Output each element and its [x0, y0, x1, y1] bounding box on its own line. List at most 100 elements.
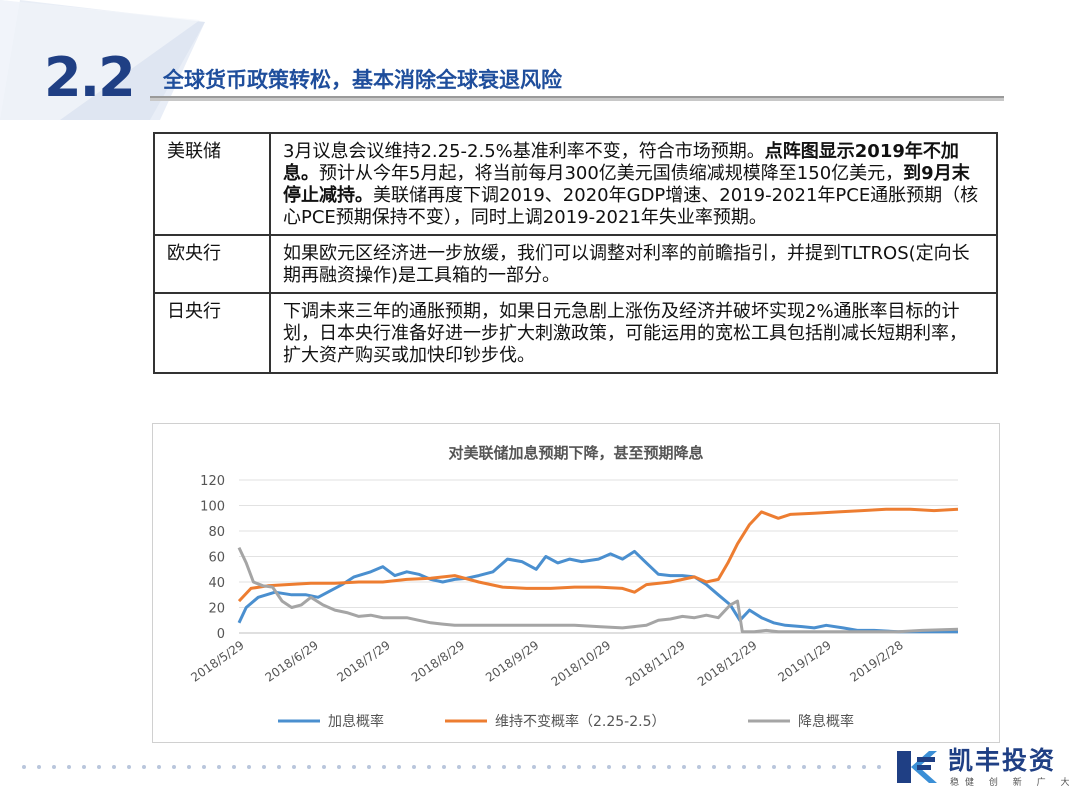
- table-row: 美联储 3月议息会议维持2.25-2.5%基准利率不变，符合市场预期。点阵图显示…: [153, 132, 998, 236]
- footer-dot: [682, 765, 686, 769]
- y-tick-label: 40: [208, 576, 225, 591]
- footer-dot: [577, 765, 581, 769]
- footer-dot: [412, 765, 416, 769]
- footer-dot: [622, 765, 626, 769]
- footer-dot: [457, 765, 461, 769]
- footer-dot: [112, 765, 116, 769]
- legend-label: 维持不变概率（2.25-2.5）: [495, 713, 666, 730]
- series-line: [237, 546, 959, 634]
- footer-dot: [262, 765, 266, 769]
- x-tick-label: 2018/8/29: [409, 638, 467, 685]
- section-number: 2.2: [44, 46, 136, 109]
- footer-dot: [862, 765, 866, 769]
- bank-name: 日央行: [153, 292, 271, 374]
- footer-dot: [247, 765, 251, 769]
- x-tick-label: 2018/11/29: [623, 638, 688, 689]
- y-tick-label: 0: [217, 627, 225, 642]
- footer-dot: [232, 765, 236, 769]
- footer-dot: [547, 765, 551, 769]
- footer-dot: [22, 765, 26, 769]
- footer-dot: [157, 765, 161, 769]
- footer-dot: [532, 765, 536, 769]
- footer-dot: [427, 765, 431, 769]
- policy-text-highlight: 点阵图显示2019年不加息。: [283, 141, 959, 184]
- footer-dot: [697, 765, 701, 769]
- probability-chart: 对美联储加息预期下降，甚至预期降息 0 20 40 60 80 100 120 2018/5/…: [188, 444, 959, 730]
- footer-dot: [352, 765, 356, 769]
- x-tick-label: 2018/10/29: [549, 638, 614, 689]
- footer-dot: [787, 765, 791, 769]
- footer-dot: [502, 765, 506, 769]
- policy-text: 3月议息会议维持2.25-2.5%基准利率不变，符合市场预期。点阵图显示2019…: [269, 132, 998, 236]
- policy-text: 下调未来三年的通胀预期，如果日元急剧上涨伤及经济并破坏实现2%通胀率目标的计划，…: [269, 292, 998, 374]
- policy-text-segment: 如果欧元区经济进一步放缓，我们可以调整对利率的前瞻指引，并提到TLTROS(定向…: [283, 243, 970, 286]
- policy-text-segment: 3月议息会议维持2.25-2.5%基准利率不变，符合市场预期。: [283, 141, 765, 162]
- footer-dot: [517, 765, 521, 769]
- company-logo: [897, 751, 937, 783]
- footer-dot: [847, 765, 851, 769]
- table-row: 日央行 下调未来三年的通胀预期，如果日元急剧上涨伤及经济并破坏实现2%通胀率目标…: [153, 292, 998, 374]
- table-row: 欧央行 如果欧元区经济进一步放缓，我们可以调整对利率的前瞻指引，并提到TLTRO…: [153, 234, 998, 294]
- footer-dot: [292, 765, 296, 769]
- bank-name: 美联储: [153, 132, 271, 236]
- footer-dot: [442, 765, 446, 769]
- policy-table: 美联储 3月议息会议维持2.25-2.5%基准利率不变，符合市场预期。点阵图显示…: [153, 132, 998, 374]
- footer-dot: [307, 765, 311, 769]
- footer-dot: [742, 765, 746, 769]
- chart-legend: 加息概率 维持不变概率（2.25-2.5） 降息概率: [278, 713, 854, 730]
- footer-dot: [772, 765, 776, 769]
- footer-dot: [322, 765, 326, 769]
- footer-dot: [37, 765, 41, 769]
- policy-text: 如果欧元区经济进一步放缓，我们可以调整对利率的前瞻指引，并提到TLTROS(定向…: [269, 234, 998, 294]
- y-tick-label: 120: [200, 474, 225, 489]
- chart-title: 对美联储加息预期下降，甚至预期降息: [448, 444, 703, 462]
- footer-dot: [97, 765, 101, 769]
- footer-dot: [802, 765, 806, 769]
- x-tick-label: 2019/1/29: [775, 638, 833, 685]
- corner-decoration: [0, 0, 205, 120]
- footer-dot: [817, 765, 821, 769]
- title-underline-dark: [150, 96, 1004, 98]
- footer-dot: [562, 765, 566, 769]
- footer-dot: [472, 765, 476, 769]
- policy-text-segment: 美联储再度下调2019、2020年GDP增速、2019-2021年PCE通胀预期…: [283, 185, 979, 228]
- x-tick-label: 2018/7/29: [334, 638, 392, 685]
- policy-text-highlight: 到9月末停止减持。: [283, 163, 970, 206]
- bank-name: 欧央行: [153, 234, 271, 294]
- footer-dot: [487, 765, 491, 769]
- footer-dot: [187, 765, 191, 769]
- legend-label: 降息概率: [798, 713, 854, 730]
- page-title: 全球货币政策转松，基本消除全球衰退风险: [163, 68, 562, 92]
- footer-dot: [202, 765, 206, 769]
- company-slogan: 稳健 创 新 广 大: [950, 778, 1076, 788]
- footer-dot: [277, 765, 281, 769]
- policy-text-segment: 下调未来三年的通胀预期，如果日元急剧上涨伤及经济并破坏实现2%通胀率目标的计划，…: [283, 301, 967, 366]
- policy-text-segment: 预计从今年5月起，将当前每月300亿美元国债缩减规模降至150亿美元，: [319, 163, 904, 184]
- footer-dot: [832, 765, 836, 769]
- legend-label: 加息概率: [328, 713, 384, 730]
- footer-dot: [712, 765, 716, 769]
- chart-container: 对美联储加息预期下降，甚至预期降息 0 20 40 60 80 100 120 2018/5/…: [152, 423, 1000, 743]
- footer-dot: [397, 765, 401, 769]
- footer-dot: [82, 765, 86, 769]
- footer-dot: [382, 765, 386, 769]
- footer-dot: [757, 765, 761, 769]
- footer-dot: [367, 765, 371, 769]
- company-name: 凯丰投资: [948, 746, 1057, 775]
- y-tick-label: 80: [208, 525, 225, 540]
- footer-dot: [67, 765, 71, 769]
- series-layer: [237, 507, 959, 634]
- footer-dot: [592, 765, 596, 769]
- footer-dot: [337, 765, 341, 769]
- y-tick-label: 20: [208, 602, 225, 617]
- footer-dot: [727, 765, 731, 769]
- series-line: [237, 507, 959, 603]
- x-tick-label: 2018/9/29: [483, 638, 541, 685]
- footer-dot: [217, 765, 221, 769]
- footer-dot: [877, 765, 881, 769]
- y-tick-label: 60: [208, 551, 225, 566]
- footer-dot: [667, 765, 671, 769]
- footer-dot: [172, 765, 176, 769]
- title-underline: [150, 96, 1004, 101]
- x-tick-label: 2019/2/28: [847, 638, 905, 685]
